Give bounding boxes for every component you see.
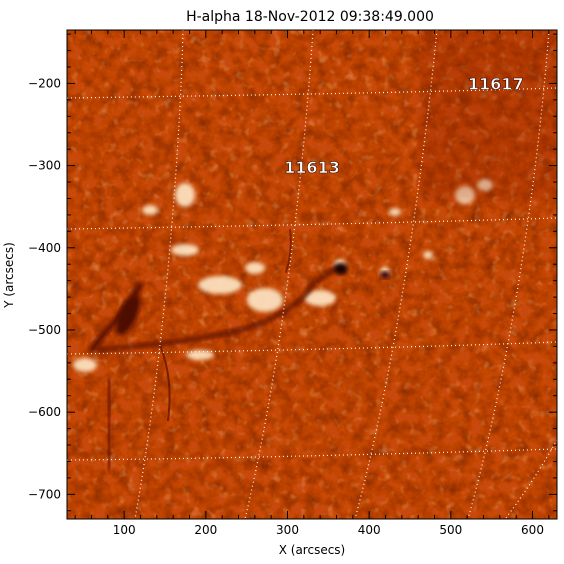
heliographic-grid (67, 30, 557, 519)
x-tick-label: 500 (439, 523, 462, 537)
x-tick-label: 300 (276, 523, 299, 537)
x-tick-label: 600 (521, 523, 544, 537)
active-region-label: 11613 (284, 158, 340, 177)
x-tick-label: 100 (113, 523, 136, 537)
latitude-line (67, 341, 557, 355)
x-axis-ticks: 100 200 300 400 500 600 (74, 30, 550, 537)
latitude-line (67, 448, 557, 461)
x-tick-label: 400 (358, 523, 381, 537)
x-axis-label: X (arcsecs) (279, 543, 346, 557)
image-title: H-alpha 18-Nov-2012 09:38:49.000 (186, 9, 434, 25)
darker-upper-right (420, 30, 557, 200)
y-tick-label: −700 (28, 487, 61, 501)
plot-frame (66, 29, 558, 520)
x-tick-label: 200 (194, 523, 217, 537)
y-axis-label: Y (arcsecs) (2, 242, 16, 309)
latitude-line (67, 217, 557, 230)
sunspots (334, 263, 390, 279)
y-tick-label: −400 (28, 241, 61, 255)
y-tick-label: −200 (28, 76, 61, 90)
dark-filaments (89, 229, 340, 472)
halpha-image: 11613 11617 (67, 30, 557, 519)
y-tick-label: −300 (28, 159, 61, 173)
y-tick-label: −500 (28, 323, 61, 337)
y-tick-label: −600 (28, 405, 61, 419)
y-axis-ticks: −200 −300 −400 −500 −600 −700 (28, 33, 557, 512)
active-region-label: 11617 (468, 74, 524, 93)
latitude-line (67, 87, 557, 99)
